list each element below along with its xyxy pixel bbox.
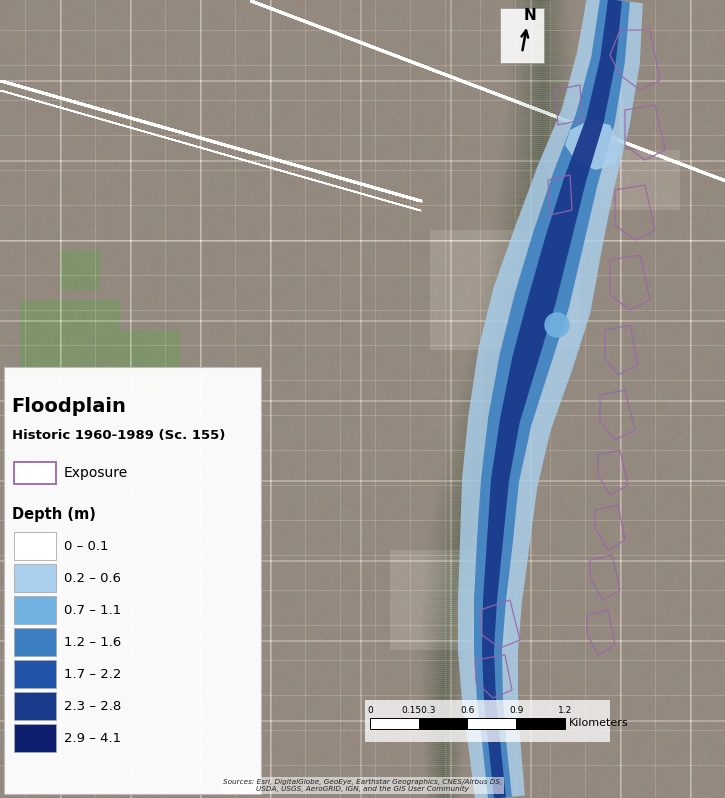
Bar (14, 462, 56, 484)
Text: 0: 0 (367, 706, 373, 715)
Bar (419, 718, 468, 729)
Bar (500, 8, 544, 63)
Polygon shape (458, 0, 643, 798)
Bar (14, 724, 56, 752)
Bar (370, 718, 419, 729)
Bar (14, 532, 56, 560)
Bar (365, 700, 610, 742)
Bar (14, 564, 56, 592)
Text: 0.2 – 0.6: 0.2 – 0.6 (64, 571, 120, 585)
Bar (14, 660, 56, 688)
Text: N: N (523, 8, 536, 23)
Bar (14, 692, 56, 720)
Bar (14, 596, 56, 624)
Bar (14, 628, 56, 656)
Text: 1.2 – 1.6: 1.2 – 1.6 (64, 635, 121, 649)
Text: Exposure: Exposure (64, 466, 128, 480)
Polygon shape (474, 0, 630, 798)
Text: Historic 1960-1989 (Sc. 155): Historic 1960-1989 (Sc. 155) (12, 429, 225, 442)
Text: 1.2: 1.2 (558, 706, 572, 715)
Text: 0.9: 0.9 (509, 706, 523, 715)
Text: 0.150.3: 0.150.3 (402, 706, 436, 715)
Text: 1.7 – 2.2: 1.7 – 2.2 (64, 668, 121, 681)
Bar (516, 718, 565, 729)
Text: Depth (m): Depth (m) (12, 507, 96, 522)
Text: Kilometers: Kilometers (569, 718, 629, 729)
Circle shape (545, 313, 569, 337)
Polygon shape (482, 0, 622, 798)
Text: 0 – 0.1: 0 – 0.1 (64, 539, 108, 552)
Bar (468, 718, 516, 729)
Text: 0.7 – 1.1: 0.7 – 1.1 (64, 603, 121, 617)
Text: 2.9 – 4.1: 2.9 – 4.1 (64, 732, 121, 745)
Text: 0.6: 0.6 (460, 706, 475, 715)
Bar (4, 367, 261, 794)
Polygon shape (565, 120, 620, 170)
Text: 2.3 – 2.8: 2.3 – 2.8 (64, 700, 121, 713)
Text: Sources: Esri, DigitalGlobe, GeoEye, Earthstar Geographics, CNES/Airbus DS,
USDA: Sources: Esri, DigitalGlobe, GeoEye, Ear… (223, 779, 502, 792)
Text: Floodplain: Floodplain (12, 397, 126, 416)
